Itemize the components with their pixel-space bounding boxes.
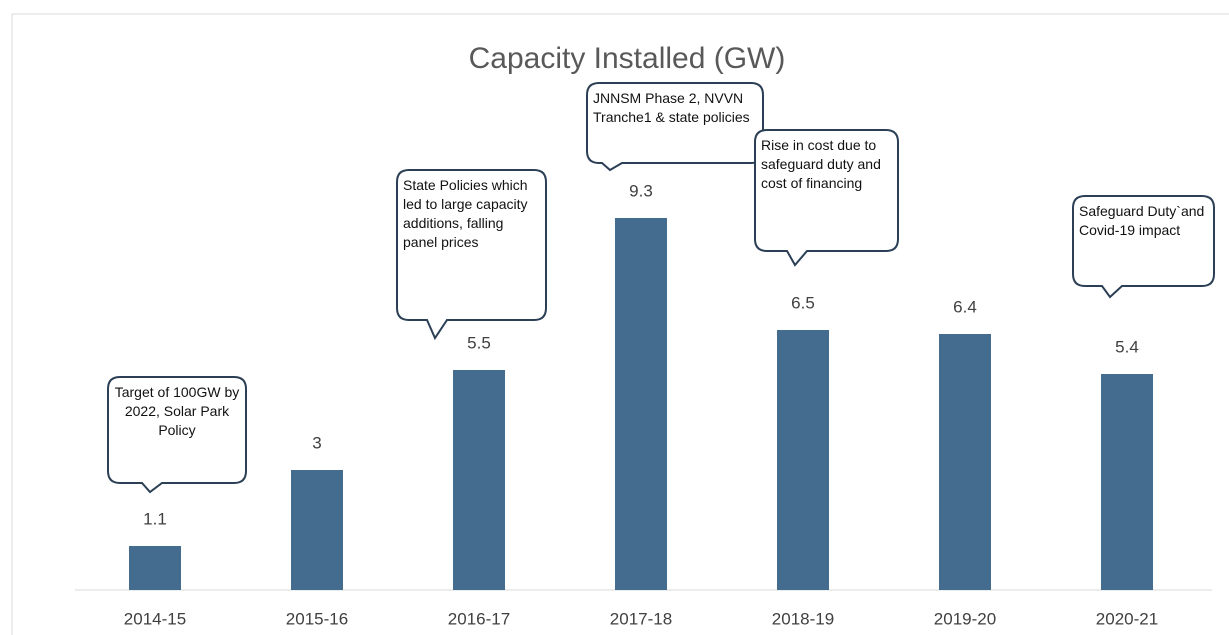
annotation: JNNSM Phase 2, NVVN Tranche1 & state pol… — [593, 90, 750, 125]
callout-box — [107, 376, 247, 494]
value-label: 9.3 — [629, 181, 653, 200]
chart-title: Capacity Installed (GW) — [469, 42, 786, 75]
callout-box — [754, 129, 899, 267]
callout-box — [396, 169, 547, 341]
value-label: 6.5 — [791, 293, 815, 312]
annotation: State Policies which led to large capaci… — [403, 177, 528, 250]
annotation: Safeguard Duty`and Covid-19 impact — [1079, 203, 1205, 238]
bar — [1101, 374, 1153, 590]
value-label: 5.5 — [467, 333, 491, 352]
bar — [291, 470, 343, 590]
value-label: 6.4 — [953, 297, 977, 316]
x-tick-label: 2014-15 — [124, 609, 186, 628]
callout-box — [1072, 195, 1215, 299]
x-tick-label: 2019-20 — [934, 609, 996, 628]
x-tick-label: 2018-19 — [772, 609, 834, 628]
x-tick-label: 2015-16 — [286, 609, 348, 628]
x-tick-label: 2017-18 — [610, 609, 672, 628]
bar — [777, 330, 829, 590]
bar — [453, 370, 505, 590]
bar — [129, 546, 181, 590]
x-tick-label: 2020-21 — [1096, 609, 1158, 628]
bar — [615, 218, 667, 590]
value-label: 3 — [312, 433, 321, 452]
value-label: 1.1 — [143, 509, 167, 528]
annotation: Rise in cost due to safeguard duty and c… — [761, 137, 881, 191]
value-label: 5.4 — [1115, 337, 1139, 356]
x-tick-label: 2016-17 — [448, 609, 510, 628]
callout-box — [586, 82, 764, 172]
bar — [939, 334, 991, 590]
annotation: Target of 100GW by 2022, Solar Park Poli… — [114, 384, 240, 438]
